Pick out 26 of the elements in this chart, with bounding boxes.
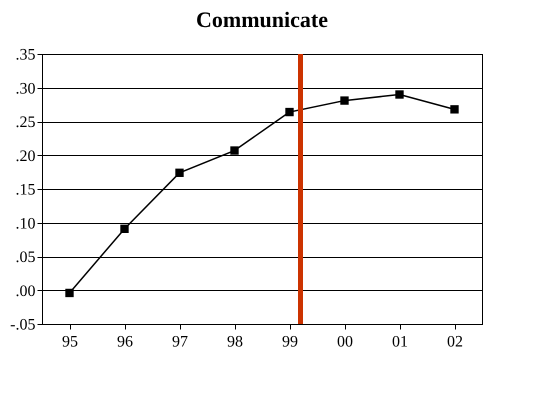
- y-tick-label: .30: [16, 80, 36, 98]
- y-tick-label: .35: [16, 46, 36, 64]
- y-tick-label: .00: [16, 282, 36, 300]
- point: [230, 146, 239, 155]
- x-tick-label: 02: [447, 334, 463, 350]
- y-tick-label: -.05: [10, 316, 36, 334]
- point: [395, 90, 404, 99]
- point: [450, 105, 459, 114]
- point: [175, 168, 184, 177]
- x-tick-label: 98: [227, 334, 243, 350]
- chart-title: Communicate: [196, 7, 328, 32]
- x-tick-label: 96: [117, 334, 133, 350]
- y-tick-label: .25: [16, 114, 36, 131]
- point: [120, 224, 129, 234]
- x-tick-label: 99: [282, 334, 298, 350]
- y-tick-label: .05: [16, 249, 36, 266]
- x-tick-label: 97: [172, 334, 188, 350]
- point: [285, 108, 294, 116]
- x-tick-label: 01: [392, 334, 408, 350]
- point: [65, 288, 74, 298]
- x-tick-label: 95: [62, 334, 78, 350]
- y-tick-label: .20: [16, 148, 36, 165]
- x-tick-label: 00: [337, 334, 353, 350]
- point: [340, 96, 349, 105]
- y-tick-label: .15: [16, 182, 36, 198]
- y-tick-label: .10: [16, 215, 36, 232]
